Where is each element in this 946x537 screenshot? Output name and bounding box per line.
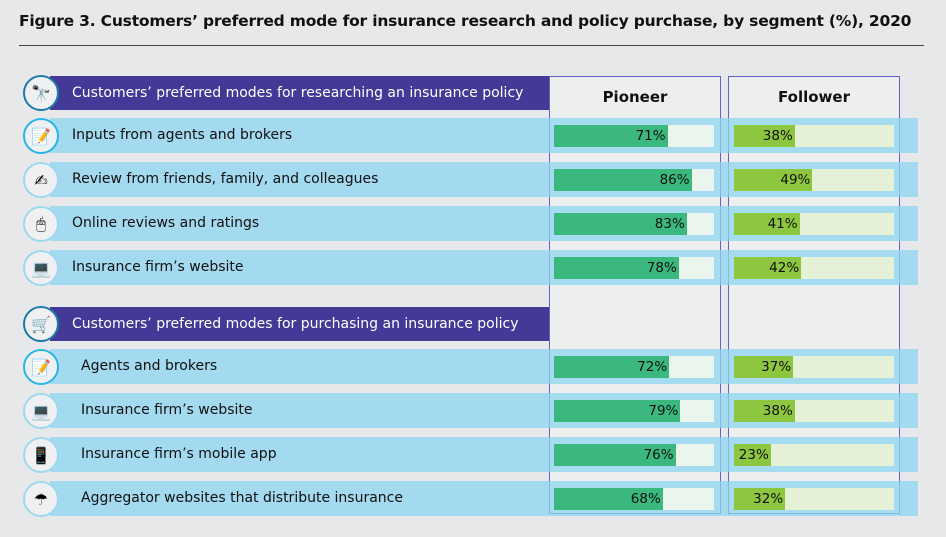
bar-follower [734,169,813,191]
bar-value-label: 41% [767,216,798,232]
bar-track [734,400,894,422]
bar-track [554,488,714,510]
bar-value-label: 38% [762,128,793,144]
bar-pioneer [554,444,676,466]
bar-pioneer [554,400,681,422]
bar-value-label: 71% [635,128,666,144]
bar-value-label: 37% [761,359,792,375]
bar-follower [734,444,771,466]
telescope-icon: 🔭 [23,75,59,111]
bar-value-label: 49% [780,172,811,188]
row-label: Review from friends, family, and colleag… [72,171,379,187]
row-label: Insurance firm’s mobile app [81,446,277,462]
bar-pioneer [554,257,679,279]
bar-track [734,257,894,279]
bar-follower [734,257,802,279]
bar-track [734,444,894,466]
bar-value-label: 23% [738,447,769,463]
row-label: Insurance firm’s website [72,259,244,275]
handshake-pen-icon: ✍ [23,162,59,198]
bar-track [554,400,714,422]
bar-track [554,257,714,279]
bar-track [554,213,714,235]
bar-value-label: 79% [648,403,679,419]
mouse-icon: 🖱 [23,206,59,242]
bar-follower [734,356,794,378]
bar-track [554,169,714,191]
bar-track [554,444,714,466]
title-divider [19,45,924,46]
section-header: Customers’ preferred modes for researchi… [50,76,549,110]
bar-track [734,213,894,235]
bar-value-label: 72% [637,359,668,375]
laptop-icon: 💻 [23,250,59,286]
bar-track [554,125,714,147]
bar-follower [734,213,800,235]
bar-value-label: 32% [753,491,784,507]
bar-value-label: 86% [659,172,690,188]
bar-value-label: 38% [762,403,793,419]
row-label: Aggregator websites that distribute insu… [81,490,403,506]
bar-value-label: 42% [769,260,800,276]
bar-pioneer [554,213,687,235]
row-label: Agents and brokers [81,358,218,374]
document-pen-icon: 📝 [23,349,59,385]
bar-value-label: 83% [654,216,685,232]
laptop-icon: 💻 [23,393,59,429]
bar-track [554,356,714,378]
bar-track [734,169,894,191]
column-header-follower: Follower [778,88,850,106]
bar-follower [734,125,795,147]
column-header-pioneer: Pioneer [602,88,668,106]
row-label: Insurance firm’s website [81,402,253,418]
umbrella-hand-icon: ☂ [23,481,59,517]
bar-pioneer [554,356,670,378]
bar-track [734,356,894,378]
bar-value-label: 68% [630,491,661,507]
bar-pioneer [554,125,668,147]
section-header: Customers’ preferred modes for purchasin… [50,307,549,341]
row-label: Online reviews and ratings [72,215,260,231]
bar-value-label: 78% [646,260,677,276]
bar-pioneer [554,169,692,191]
bar-track [734,488,894,510]
bar-follower [734,488,786,510]
row-label: Inputs from agents and brokers [72,127,293,143]
bar-pioneer [554,488,663,510]
document-pen-icon: 📝 [23,118,59,154]
shopping-cart-icon: 🛒 [23,306,59,342]
mobile-phone-icon: 📱 [23,437,59,473]
bar-follower [734,400,795,422]
bar-value-label: 76% [643,447,674,463]
chart-title: Figure 3. Customers’ preferred mode for … [19,12,912,30]
bar-track [734,125,894,147]
